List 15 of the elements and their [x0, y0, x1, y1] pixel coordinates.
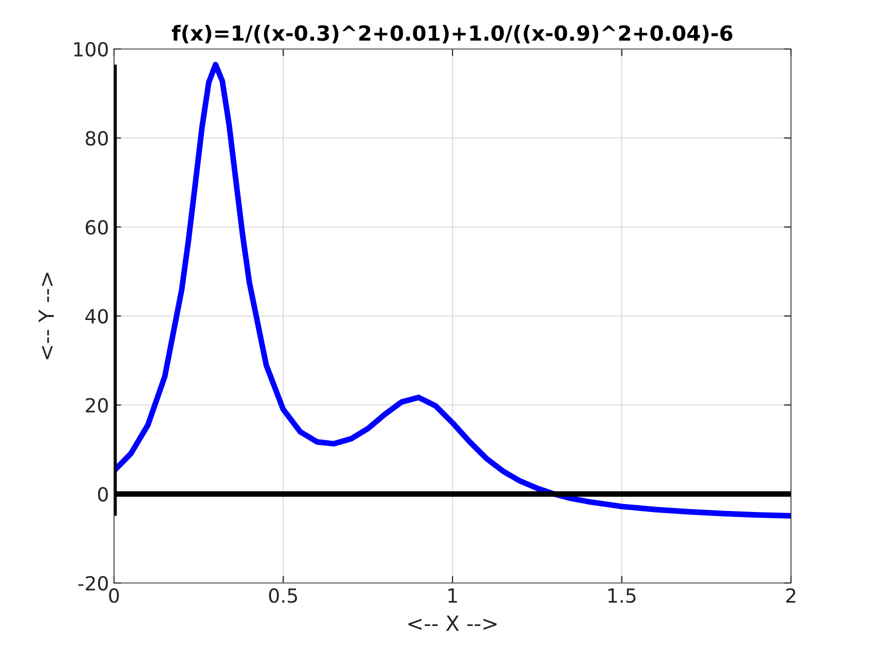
- x-tick-label: 2: [786, 588, 796, 603]
- x-tick-label: 1.5: [608, 588, 636, 603]
- x-tick-label: 0: [109, 588, 119, 603]
- chart-title: f(x)=1/((x-0.3)^2+0.01)+1.0/((x-0.9)^2+0.04)-6: [172, 24, 732, 44]
- y-tick-label: 60: [86, 220, 108, 235]
- x-tick-label: 0.5: [269, 588, 298, 603]
- y-tick-label: 20: [86, 398, 108, 413]
- y-axis-title: <-- Y -->: [38, 272, 54, 360]
- y-tick-label: 100: [74, 42, 108, 57]
- y-tick-label: -20: [78, 576, 108, 591]
- y-tick-label: 0: [98, 486, 108, 502]
- y-tick-label: 80: [86, 130, 108, 146]
- x-tick-label: 1: [448, 588, 457, 603]
- x-axis-title: <-- X -->: [408, 616, 497, 631]
- y-tick-label: 40: [85, 308, 108, 324]
